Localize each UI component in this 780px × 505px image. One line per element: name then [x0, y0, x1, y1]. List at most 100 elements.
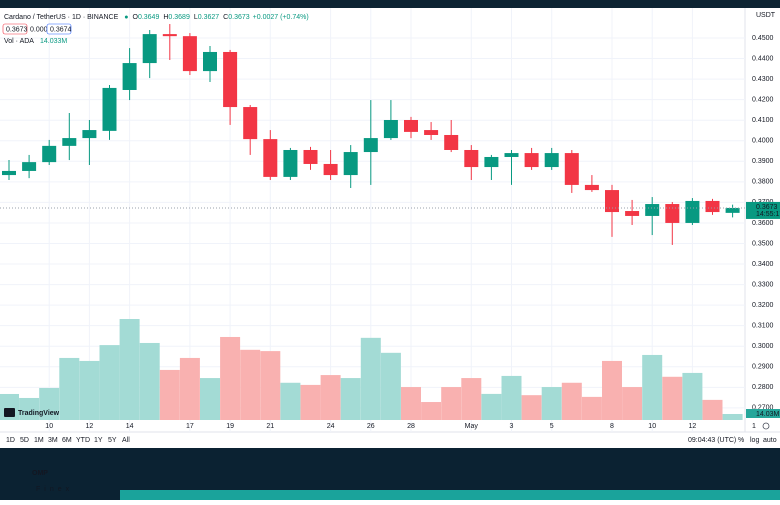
volume-bar	[240, 349, 261, 420]
currency[interactable]: USDT	[756, 12, 776, 19]
y-tick-label: 0.4300	[752, 76, 774, 83]
volume-bar	[220, 336, 241, 420]
volume-legend: Vol · ADA 14.033M	[4, 38, 67, 45]
volume-bar	[722, 413, 743, 420]
labels: 0.2700 0.2800 0.2900 0.3000 0.3100 0.3200 0.33…	[0, 12, 780, 493]
y-tick-label: 0.2900	[752, 364, 774, 371]
candle-body	[725, 207, 740, 213]
candle-body	[303, 149, 318, 164]
legend-value: 0.3649	[138, 14, 160, 21]
volume-bar	[19, 397, 40, 420]
candle-body	[544, 153, 559, 168]
scale-button[interactable]: log	[750, 437, 759, 444]
legend-key: L	[194, 14, 198, 21]
volume-bar	[159, 369, 180, 420]
candle-body	[645, 204, 660, 216]
x-tick-label: 10	[45, 423, 53, 430]
range-button[interactable]: 1M	[34, 437, 44, 444]
y-tick-label: 0.3300	[752, 281, 774, 288]
y-tick-label: 0.4400	[752, 55, 774, 62]
candle-body	[685, 200, 700, 223]
range-button[interactable]: 3M	[48, 437, 58, 444]
range-button[interactable]: All	[122, 437, 130, 444]
volume-bar	[501, 375, 522, 420]
candle-body	[243, 107, 258, 140]
sell-price[interactable]: 0.3673	[6, 26, 28, 33]
candle-body	[203, 51, 217, 72]
candle-body	[323, 163, 338, 176]
volume-last: 14.033M	[40, 38, 67, 45]
footer-stripe	[120, 490, 780, 500]
clock: 09:04:43 (UTC)	[688, 437, 736, 444]
volume-bar	[561, 382, 582, 420]
y-tick-label: 0.3800	[752, 179, 774, 186]
scale-button[interactable]: auto	[763, 437, 777, 444]
x-tick-label: 24	[327, 423, 335, 430]
candle-body	[383, 119, 398, 139]
legend-row: Cardano / TetherUS · 1D · BINANCE ● O0.364…	[4, 14, 309, 21]
page-marker: 1	[752, 423, 756, 430]
range-button[interactable]: 1D	[6, 437, 15, 444]
buy-box[interactable]	[46, 23, 72, 35]
volume-bar	[602, 360, 622, 420]
candle-body	[142, 34, 157, 64]
volume-bar	[320, 375, 341, 420]
volume-bar	[39, 387, 60, 420]
volume-bar	[200, 378, 220, 420]
buy-price[interactable]: 0.3674	[50, 26, 72, 33]
volume-bar	[702, 399, 723, 420]
x-tick-label: 14	[126, 423, 134, 430]
x-tick-label: 12	[689, 423, 697, 430]
candle-body	[605, 190, 619, 213]
y-tick-label: 0.3100	[752, 323, 774, 330]
volume-bar	[360, 337, 381, 420]
volume-tag-text: 14.03M	[756, 411, 780, 418]
range-button[interactable]: 5D	[20, 437, 29, 444]
candle-body	[223, 51, 238, 108]
y-tick-label: 0.4500	[752, 35, 774, 42]
candle-body	[2, 170, 16, 176]
candle-body	[665, 204, 680, 223]
volume-bar	[682, 372, 703, 420]
x-tick-label: 8	[610, 423, 614, 430]
candle-body	[404, 119, 418, 132]
candle-body	[524, 153, 539, 168]
volume-bar	[662, 376, 683, 420]
range-button[interactable]: 5Y	[108, 437, 117, 444]
volume-bar	[521, 395, 542, 420]
range-button[interactable]: 1Y	[94, 437, 103, 444]
x-tick-label: 10	[648, 423, 656, 430]
countdown: 14:55:17	[756, 211, 780, 218]
y-tick-label: 0.3000	[752, 343, 774, 350]
candles	[2, 24, 740, 245]
volume-bar	[401, 387, 421, 420]
sell-box[interactable]	[2, 23, 28, 35]
volume-bar	[441, 387, 462, 420]
scale-button[interactable]: %	[738, 437, 744, 444]
candle-body	[564, 153, 579, 185]
candle-body	[343, 152, 358, 176]
volume-bar	[119, 319, 140, 420]
x-tick-label: May	[465, 423, 479, 430]
candle-body	[504, 153, 519, 157]
range-button[interactable]: 6M	[62, 437, 72, 444]
candle-body	[705, 200, 720, 213]
volume-bar	[461, 378, 482, 420]
candle-body	[82, 130, 97, 139]
volume-bar	[99, 345, 120, 420]
range-button[interactable]: YTD	[76, 437, 90, 444]
candle-body	[584, 184, 599, 191]
candle-body	[102, 87, 117, 131]
legend-key: C	[223, 14, 228, 21]
y-tick-label: 0.3900	[752, 158, 774, 165]
settings-icon[interactable]	[762, 422, 770, 430]
candle-body	[424, 130, 439, 135]
volume-bar	[642, 354, 663, 420]
volume-bar	[380, 352, 401, 420]
watermark: TradingView	[18, 410, 60, 417]
x-tick-label: 26	[367, 423, 375, 430]
legend-key: O	[132, 14, 138, 21]
volume-tag	[746, 409, 780, 418]
candle-body	[62, 138, 77, 146]
y-tick-label: 0.3500	[752, 240, 774, 247]
